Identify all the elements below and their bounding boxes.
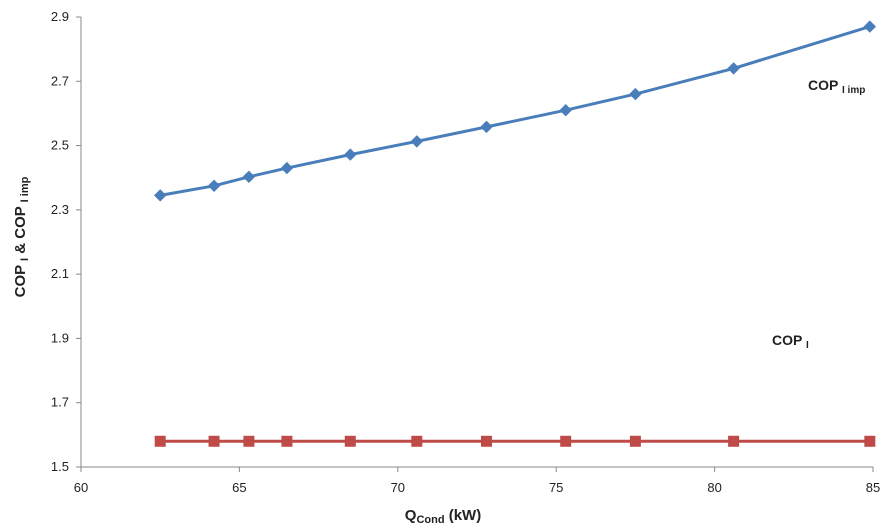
y-axis-title: COP I & COP I imp: [12, 176, 31, 297]
x-tick-label: 85: [866, 480, 880, 495]
x-tick-label: 65: [232, 480, 246, 495]
axes: [80, 17, 873, 468]
data-point-square: [344, 435, 356, 447]
y-tick-label: 1.5: [51, 459, 69, 474]
x-axis-title-tail: (kW): [445, 507, 482, 524]
y-tick-label: 2.3: [51, 202, 69, 217]
data-point-diamond: [242, 170, 256, 184]
x-tick-label: 75: [549, 480, 563, 495]
data-point-square: [208, 435, 220, 447]
data-point-square: [481, 435, 493, 447]
y-tick-label: 2.5: [51, 138, 69, 153]
data-point-square: [864, 435, 876, 447]
series-label-cop-i: COP I: [772, 332, 809, 351]
series-label-cop-i-imp-sub: I imp: [842, 85, 865, 96]
series-label-cop-i-imp-main: COP: [808, 77, 842, 93]
series-label-cop-i-main: COP: [772, 332, 806, 348]
data-point-diamond: [153, 189, 167, 202]
series-label-cop-i-imp: COP I imp: [808, 77, 865, 96]
data-point-diamond: [727, 62, 740, 75]
series-0: [153, 20, 877, 202]
x-tick-label: 80: [707, 480, 721, 495]
data-point-square: [560, 435, 572, 447]
x-axis-title: QCond (kW): [405, 507, 481, 526]
y-axis-title-part2: & COP: [12, 202, 29, 258]
data-point-diamond: [280, 161, 294, 175]
y-tick-label: 2.1: [51, 266, 69, 281]
y-tick-label: 1.9: [51, 330, 69, 345]
data-point-diamond: [629, 87, 642, 101]
x-axis-title-sub: Cond: [416, 514, 444, 526]
data-point-diamond: [480, 120, 493, 134]
series-line: [159, 25, 871, 197]
y-axis-title-sub1: I: [19, 258, 31, 261]
data-point-square: [728, 435, 740, 447]
x-axis-title-main: Q: [405, 507, 417, 524]
y-tick-label: 1.7: [51, 395, 69, 410]
y-axis-title-part1: COP: [12, 261, 29, 297]
series-layer: [153, 20, 877, 447]
series-1: [154, 435, 876, 447]
data-point-square: [281, 435, 293, 447]
y-tick-label: 2.9: [51, 9, 69, 24]
x-tick-label: 70: [391, 480, 405, 495]
data-point-diamond: [207, 179, 221, 193]
data-point-diamond: [410, 135, 424, 148]
data-point-diamond: [344, 148, 357, 161]
y-tick-label: 2.7: [51, 73, 69, 88]
ticks: 1.5 1.7 1.9 2.1 2.3 2.5 2.7 2.9 60 65 70 75 80 85: [51, 9, 880, 495]
data-point-square: [629, 435, 641, 447]
data-point-square: [154, 435, 166, 447]
data-point-diamond: [559, 103, 572, 117]
x-tick-label: 60: [74, 480, 88, 495]
data-point-square: [243, 435, 255, 447]
series-label-cop-i-sub: I: [806, 340, 809, 351]
y-axis-title-sub2: I imp: [19, 176, 31, 202]
data-point-square: [411, 435, 423, 447]
data-point-diamond: [863, 20, 877, 33]
